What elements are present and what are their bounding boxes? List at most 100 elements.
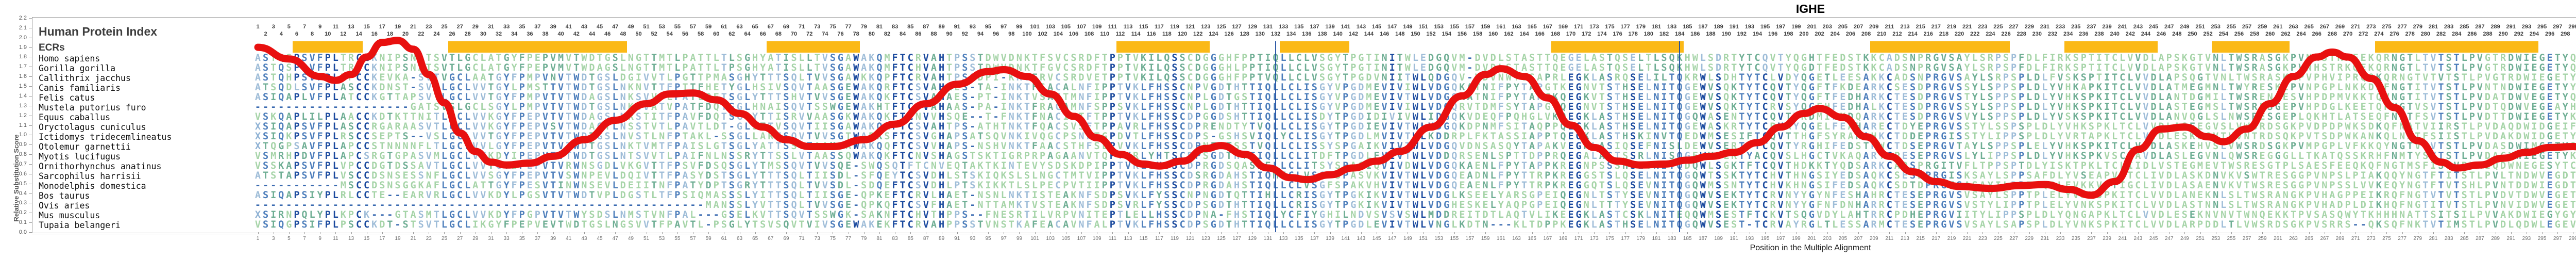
residue: E [2546,53,2554,63]
residue: T [2553,112,2562,122]
residue: T [1645,63,1653,73]
residue: G [409,102,417,112]
residue: P [1108,151,1116,161]
residue: Q [1792,63,1800,73]
top-position-number: 250 [2188,31,2197,37]
residue: P [1062,132,1070,141]
residue: D [2507,53,2515,63]
residue: S [2250,73,2259,83]
residue: R [2336,63,2344,73]
top-position-number: 181 [1652,24,1661,30]
residue: M [2204,102,2212,112]
residue: P [2025,122,2033,132]
residue: G [2274,63,2282,73]
residue: S [782,122,790,132]
residue: A [1862,112,1870,122]
residue: P [2002,112,2010,122]
residue: G [1932,63,1940,73]
residue: P [673,102,682,112]
residue: P [518,122,526,132]
residue: V [1450,63,1459,73]
residue: L [1287,53,1295,63]
residue: G [1217,63,1225,73]
residue: I [1264,53,1272,63]
residue: D [580,73,588,83]
residue: G [448,151,456,161]
residue: R [2258,122,2266,132]
residue: W [2235,141,2243,151]
residue: T [805,122,814,132]
residue: V [1963,112,1971,122]
residue: N [2266,92,2274,102]
residue: H [751,63,759,73]
residue: K [2344,102,2352,112]
residue: K [868,73,876,83]
residue: E [2281,83,2290,92]
residue: C [1753,53,1761,63]
residue: V [1085,151,1093,161]
residue: S [1163,141,1171,151]
residue: V [2421,122,2430,132]
top-position-number: 289 [2490,24,2500,30]
residue: Y [1326,141,1334,151]
residue: R [2507,73,2515,83]
top-position-number: 59 [705,24,711,30]
top-position-number: 178 [1629,31,1638,37]
residue: D [1846,102,1855,112]
y-tick-label: 0.8 [11,151,27,157]
residue: T [1396,53,1404,63]
top-position-number: 262 [2281,31,2290,37]
residue: Y [1334,63,1342,73]
residue: N [2391,141,2399,151]
residue: G [596,112,604,122]
residue: K [2344,63,2352,73]
residue: L [1652,53,1660,63]
residue: L [1295,92,1303,102]
residue: R [2336,53,2344,63]
residue: C [1761,132,1769,141]
residue: L [1279,73,1287,83]
residue: D [2149,112,2158,122]
residue: A [2165,73,2173,83]
residue: L [2126,92,2134,102]
top-position-number: 240 [2110,31,2119,37]
residue: I [1062,112,1070,122]
residue: I [1256,83,1264,92]
top-position-number: 278 [2405,31,2415,37]
residue: N [1007,102,1015,112]
residue: A [2344,112,2352,122]
residue: L [1645,92,1653,102]
top-position-number: 152 [1426,31,1435,37]
residue: I [1302,83,1311,92]
residue: I [1388,92,1396,102]
residue: W [2515,112,2523,122]
top-position-number: 298 [2561,31,2570,37]
residue: T [1551,102,1560,112]
ecr-region-bar [2212,41,2290,53]
top-position-number: 120 [1178,31,1187,37]
residue: A [929,122,938,132]
residue: Q [1761,53,1769,63]
residue: T [1823,92,1832,102]
residue: P [2336,132,2344,141]
residue: Y [1971,83,1979,92]
top-position-number: 156 [1458,31,1467,37]
residue: S [1497,151,1505,161]
residue: V [1776,83,1785,92]
residue: L [1419,102,1428,112]
top-position-number: 38 [542,31,548,37]
residue: D [1901,122,1909,132]
residue: K [370,92,379,102]
residue: P [2313,102,2321,112]
top-position-number: 239 [2102,24,2111,30]
residue: S [347,83,355,92]
residue: A [339,141,347,151]
residue: T [1225,141,1233,151]
top-position-number: 73 [814,24,820,30]
residue: V [565,53,573,63]
residue: G [1574,83,1583,92]
residue: K [2507,132,2515,141]
residue: G [837,92,845,102]
residue: P [673,92,682,102]
residue: A [650,102,658,112]
